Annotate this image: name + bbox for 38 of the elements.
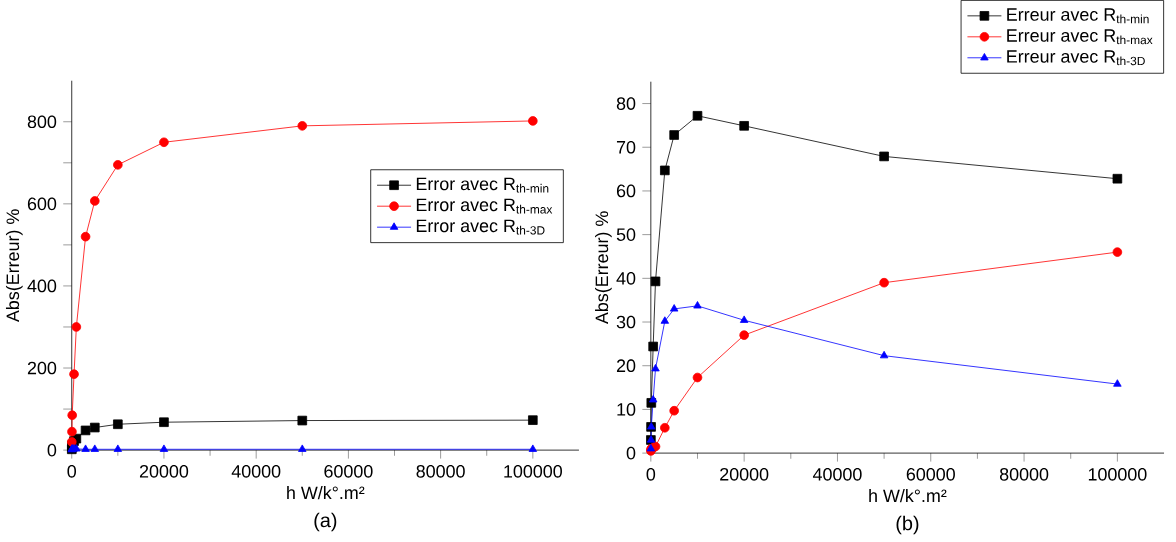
legend-label: Erreur avec R$_{th-3D}$ (1007, 50, 1145, 66)
text: (a) (314, 512, 337, 532)
legend-label: Error avec R$_{th-min}$ (416, 177, 549, 193)
x-tick-label: 80000 (999, 467, 1049, 481)
x-tick-label: 0 (646, 467, 656, 481)
y-tick-label: 0 (47, 443, 57, 457)
legend-label: Error avec R$_{th-max}$ (416, 198, 553, 214)
x-tick-label: 100000 (504, 464, 562, 478)
y-tick-label: 30 (616, 315, 636, 329)
y-tick-label: 50 (616, 228, 636, 241)
legend-label: Erreur avec R$_{th-min}$ (1007, 8, 1149, 24)
x-tick-label: 60000 (324, 464, 373, 478)
y-axis-title: Abs(Erreur) % (595, 211, 612, 325)
x-tick-label: 40000 (231, 464, 281, 478)
x-axis-title: h W/k°.m² (869, 488, 947, 503)
x-tick-label: 40000 (812, 467, 862, 481)
text: (b) (896, 515, 919, 535)
x-tick-label: 20000 (139, 464, 189, 478)
y-tick-label: 70 (616, 140, 636, 154)
y-tick-label: 200 (27, 361, 57, 375)
y-axis-title: Abs(Erreur) % (5, 209, 23, 323)
x-tick-label: 20000 (720, 467, 769, 481)
y-tick-label: 600 (27, 197, 57, 211)
y-tick-label: 0 (626, 446, 636, 460)
x-tick-label: 100000 (1088, 467, 1147, 481)
y-tick-label: 80 (616, 97, 636, 110)
y-tick-label: 60 (616, 184, 636, 198)
y-tick-label: 800 (27, 115, 57, 129)
x-tick-label: 60000 (906, 467, 955, 481)
y-tick-label: 40 (616, 272, 636, 285)
legend-label: Error avec R$_{th-3D}$ (416, 219, 545, 235)
legend-label: Erreur avec R$_{th-max}$ (1007, 29, 1153, 45)
y-tick-label: 400 (27, 279, 57, 293)
y-tick-label: 20 (616, 359, 636, 373)
x-axis-title: h W/k°.m² (287, 485, 365, 500)
y-tick-label: 10 (617, 403, 636, 416)
x-tick-label: 80000 (416, 464, 465, 478)
x-tick-label: 0 (67, 464, 77, 478)
